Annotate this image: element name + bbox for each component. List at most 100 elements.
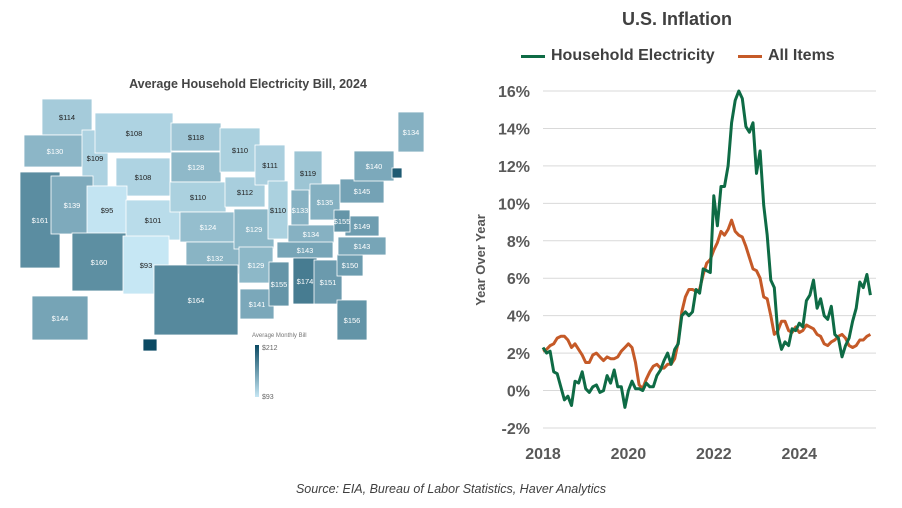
x-tick-label: 2022 [696,446,732,463]
map-legend-gradient [255,345,259,397]
y-tick-label: -2% [502,421,530,438]
state-tx: $164 [153,264,239,336]
state-value-label: $133 [292,206,309,215]
map-legend-min: $93 [262,394,274,401]
state-value-label: $161 [32,216,49,225]
state-la: $141 [239,288,275,320]
state-nv: $139 [50,175,94,235]
state-value-label: $155 [271,280,288,289]
state-shape [169,181,227,213]
state-shape [353,150,395,182]
state-value-label: $95 [101,206,114,215]
legend-all-items: All Items [738,47,835,65]
map-legend-title: Average Monthly Bill [252,333,307,339]
legend-swatch [738,54,762,58]
x-tick-label: 2020 [611,446,647,463]
state-value-label: $110 [190,193,206,202]
state-ne: $110 [169,181,227,213]
state-value-label: $110 [232,146,248,155]
state-value-label: $160 [91,258,108,267]
legend-label: All Items [768,47,835,64]
state-value-label: $112 [237,188,253,197]
state-ky: $134 [287,224,335,244]
state-shape [170,122,222,152]
state-value-label: $111 [262,161,278,170]
source-note: Source: EIA, Bureau of Labor Statistics,… [295,482,607,496]
map-title: Average Household Electricity Bill, 2024 [129,77,367,91]
state-value-label: $139 [64,201,81,210]
state-ms: $155 [268,261,290,307]
chart-title: U.S. Inflation [622,9,732,29]
state-shape [333,209,351,233]
line-chart: Year Over Year -2% 0% 2% 4% 6% 8% 10% 12% 14% 16%… [473,84,876,463]
state-value-label: $129 [246,225,263,234]
state-shape [23,134,87,168]
state-pa: $145 [339,178,385,204]
state-mt: $108 [94,112,174,154]
state-value-label: $150 [342,261,359,270]
state-al: $174 [292,257,318,305]
state-sd: $128 [170,151,222,183]
state-wv: $155 [333,209,351,233]
state-shape [336,299,368,341]
state-wa: $114 [41,98,93,136]
state-shape [337,236,387,256]
state-value-label: $128 [188,163,205,172]
state-value-label: $155 [334,217,351,226]
state-ak: $144 [31,295,89,341]
y-tick-label: 10% [498,196,530,213]
legend-household-electricity: Household Electricity [521,47,715,65]
state-az: $160 [71,232,127,292]
state-value-label: $134 [303,230,320,239]
map-legend-max: $212 [262,345,278,352]
y-tick-label: 4% [507,309,530,326]
state-fl: $156 [336,299,368,341]
state-value-label: $144 [52,314,69,323]
state-value-label: $134 [403,128,420,137]
state-value-label: $109 [87,154,104,163]
y-tick-label: 2% [507,346,530,363]
state-shape [391,167,403,179]
state-value-label: $164 [188,296,205,305]
state-shape [339,178,385,204]
y-tick-label: 16% [498,84,530,101]
state-value-label: $119 [300,169,316,178]
state-shape [41,98,93,136]
state-shape [153,264,239,336]
state-shape [267,180,289,240]
y-tick-label: 8% [507,234,530,251]
state-shape [233,208,275,250]
state-value-label: $145 [354,187,371,196]
state-value-label: $143 [354,242,371,251]
series-line-household-electricity [541,89,872,409]
state-nc: $143 [337,236,387,256]
state-value-label: $143 [297,246,314,255]
state-shape [239,288,275,320]
y-tick-label: 0% [507,384,530,401]
state-value-label: $118 [188,133,204,142]
state-shape [397,111,425,153]
state-value-label: $132 [207,254,224,263]
state-il: $110 [267,180,289,240]
x-tick-label: 2018 [525,446,561,463]
y-axis-label: Year Over Year [473,214,488,306]
state-or: $130 [23,134,87,168]
state-me: $134 [397,111,425,153]
state-value-label: $156 [344,316,361,325]
state-nd: $118 [170,122,222,152]
state-shape [71,232,127,292]
state-value-label: $124 [200,223,217,232]
state-value-label: $93 [140,261,153,270]
y-tick-label: 6% [507,271,530,288]
state-mo: $129 [233,208,275,250]
state-value-label: $151 [320,278,337,287]
state-ga: $151 [313,259,343,305]
state-shape [292,257,318,305]
state-value-label: $129 [248,261,265,270]
state-shape [94,112,174,154]
state-in: $133 [290,189,310,231]
state-value-label: $174 [297,277,314,286]
state-shape [219,127,261,173]
state-ut: $95 [86,185,128,235]
